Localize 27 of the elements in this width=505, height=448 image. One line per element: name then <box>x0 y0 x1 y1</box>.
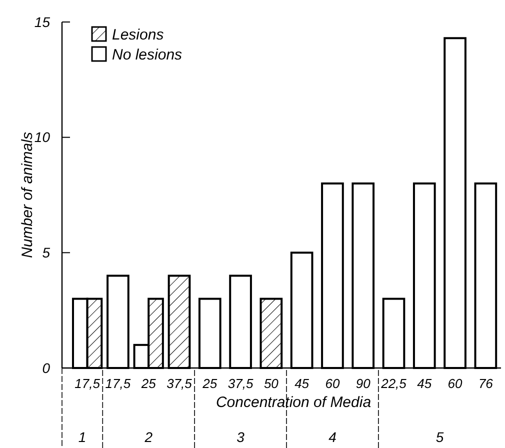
x-tick-label: 17,5 <box>74 376 101 391</box>
text: 1 <box>78 429 86 445</box>
legend-label: Lesions <box>112 26 164 44</box>
y-tick-label: 0 <box>42 360 50 376</box>
text: 2 <box>144 429 153 445</box>
x-tick-label: 25 <box>140 376 157 391</box>
y-tick-label: 10 <box>34 129 50 146</box>
y-axis-title: Number of animals <box>19 132 36 258</box>
x-tick-label: 17,5 <box>105 376 132 391</box>
x-tick-label: 25 <box>202 376 218 391</box>
y-tick-label: 15 <box>34 14 50 30</box>
x-tick-label: 50 <box>264 376 280 391</box>
x-tick-label: 37,5 <box>166 376 193 391</box>
x-axis-title: Concentration of Media <box>216 394 372 411</box>
x-tick-label: 60 <box>325 376 340 391</box>
y-tick-label: 5 <box>42 244 50 261</box>
x-tick-label: 37,5 <box>228 376 254 391</box>
x-tick-label: 45 <box>294 376 310 391</box>
text: 3 <box>236 429 245 445</box>
legend-label: No lesions <box>112 46 183 64</box>
x-tick-label: 22,5 <box>380 376 408 391</box>
text: 5 <box>436 429 444 445</box>
x-tick-label: 76 <box>478 376 494 391</box>
x-tick-label: 45 <box>417 376 432 391</box>
x-tick-label: 60 <box>448 376 464 391</box>
text: 4 <box>328 429 337 445</box>
x-tick-label: 90 <box>356 376 372 391</box>
